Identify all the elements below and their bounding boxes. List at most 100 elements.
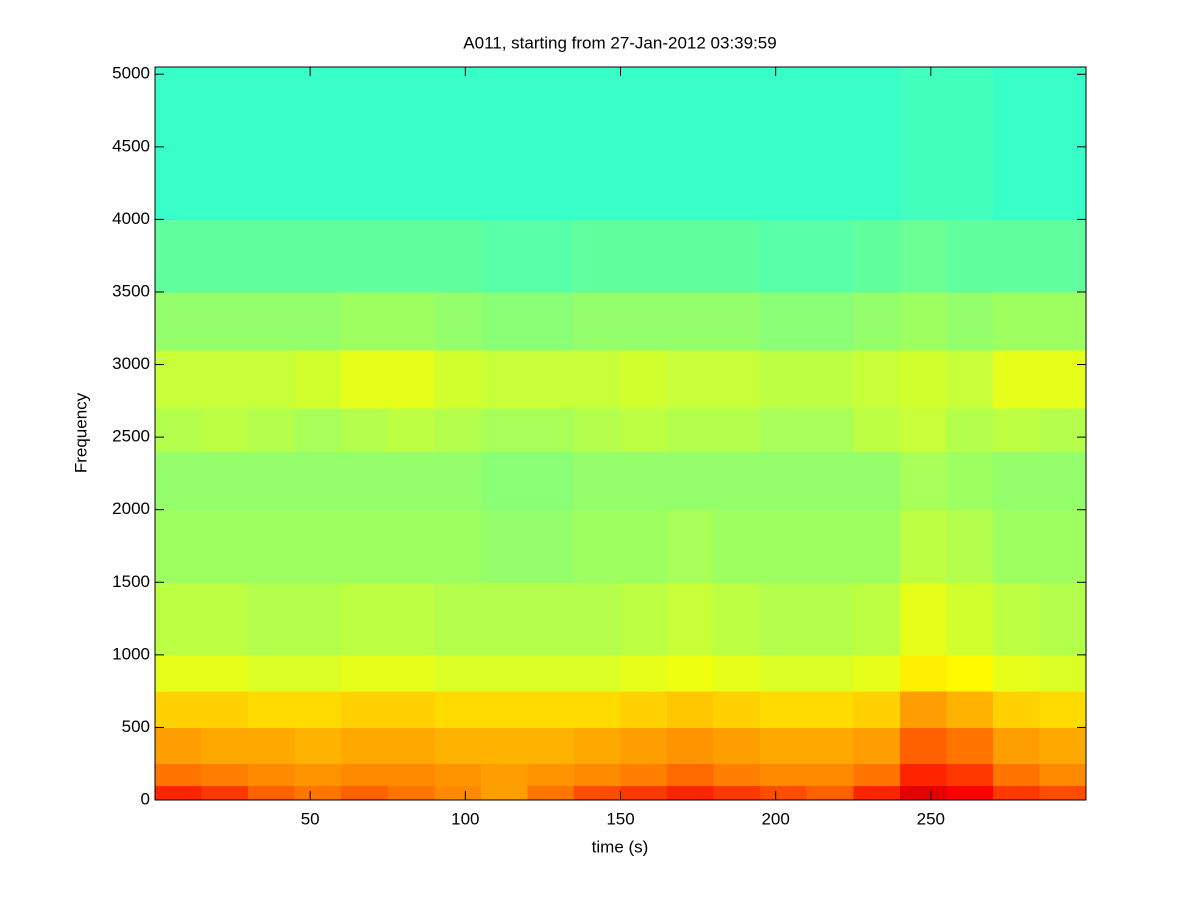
heatmap-cell — [480, 67, 528, 220]
heatmap-cell — [387, 691, 435, 728]
heatmap-cell — [434, 763, 482, 786]
heatmap-cell — [713, 451, 761, 511]
heatmap-cell — [248, 451, 296, 511]
heatmap-cell — [294, 451, 342, 511]
heatmap-cell — [853, 654, 901, 692]
heatmap-cell — [1039, 727, 1087, 765]
heatmap-cell — [899, 691, 947, 728]
heatmap-cell — [899, 654, 947, 692]
heatmap-cell — [760, 691, 808, 728]
heatmap-cell — [899, 582, 947, 656]
heatmap-cell — [527, 727, 575, 765]
heatmap-cell — [201, 691, 249, 728]
y-tick-label: 0 — [141, 789, 150, 808]
heatmap-cell — [480, 785, 528, 801]
heatmap-cell — [248, 582, 296, 656]
heatmap — [155, 67, 1087, 801]
heatmap-cell — [248, 509, 296, 583]
heatmap-cell — [527, 408, 575, 453]
heatmap-cell — [620, 451, 668, 511]
heatmap-cell — [667, 451, 715, 511]
heatmap-cell — [201, 763, 249, 786]
heatmap-cell — [155, 67, 203, 220]
y-tick-label: 4000 — [112, 209, 150, 228]
heatmap-cell — [341, 582, 389, 656]
heatmap-cell — [201, 408, 249, 453]
y-tick-label: 2000 — [112, 499, 150, 518]
heatmap-cell — [899, 350, 947, 409]
heatmap-cell — [713, 219, 761, 293]
heatmap-cell — [713, 350, 761, 409]
heatmap-cell — [480, 691, 528, 728]
heatmap-cell — [434, 291, 482, 351]
heatmap-cell — [341, 509, 389, 583]
heatmap-cell — [573, 67, 621, 220]
heatmap-cell — [248, 727, 296, 765]
heatmap-cell — [341, 785, 389, 801]
heatmap-cell — [946, 727, 994, 765]
heatmap-cell — [899, 451, 947, 511]
heatmap-cell — [201, 291, 249, 351]
heatmap-cell — [573, 451, 621, 511]
heatmap-cell — [573, 691, 621, 728]
heatmap-cell — [434, 785, 482, 801]
heatmap-cell — [155, 727, 203, 765]
y-tick-label: 4500 — [112, 136, 150, 155]
heatmap-cell — [899, 509, 947, 583]
heatmap-cell — [341, 408, 389, 453]
heatmap-cell — [434, 451, 482, 511]
heatmap-cell — [713, 691, 761, 728]
heatmap-cell — [899, 785, 947, 801]
heatmap-cell — [434, 408, 482, 453]
heatmap-cell — [480, 727, 528, 765]
heatmap-cell — [620, 582, 668, 656]
heatmap-cell — [387, 654, 435, 692]
heatmap-cell — [201, 785, 249, 801]
heatmap-cell — [387, 582, 435, 656]
x-tick-label: 200 — [761, 809, 789, 828]
heatmap-cell — [667, 291, 715, 351]
y-tick-label: 3500 — [112, 281, 150, 300]
heatmap-cell — [946, 350, 994, 409]
heatmap-cell — [667, 654, 715, 692]
heatmap-cell — [713, 727, 761, 765]
heatmap-cell — [946, 763, 994, 786]
heatmap-cell — [294, 727, 342, 765]
heatmap-cell — [294, 691, 342, 728]
heatmap-cell — [480, 509, 528, 583]
heatmap-cell — [201, 727, 249, 765]
heatmap-cell — [201, 350, 249, 409]
heatmap-cell — [434, 654, 482, 692]
heatmap-cell — [201, 654, 249, 692]
heatmap-cell — [248, 408, 296, 453]
heatmap-cell — [434, 727, 482, 765]
heatmap-cell — [946, 408, 994, 453]
heatmap-cell — [667, 785, 715, 801]
heatmap-cell — [527, 582, 575, 656]
heatmap-cell — [341, 350, 389, 409]
heatmap-cell — [527, 763, 575, 786]
heatmap-cell — [713, 785, 761, 801]
heatmap-cell — [946, 291, 994, 351]
heatmap-cell — [480, 582, 528, 656]
y-tick-label: 500 — [122, 717, 150, 736]
heatmap-cell — [434, 509, 482, 583]
heatmap-cell — [620, 67, 668, 220]
heatmap-cell — [201, 67, 249, 220]
heatmap-cell — [387, 67, 435, 220]
heatmap-cell — [806, 350, 854, 409]
heatmap-cell — [946, 219, 994, 293]
heatmap-cell — [760, 509, 808, 583]
heatmap-cell — [667, 350, 715, 409]
heatmap-cell — [527, 785, 575, 801]
heatmap-cell — [853, 408, 901, 453]
heatmap-cell — [294, 408, 342, 453]
heatmap-cell — [480, 763, 528, 786]
heatmap-cell — [527, 350, 575, 409]
heatmap-cell — [155, 654, 203, 692]
heatmap-cell — [248, 763, 296, 786]
heatmap-cell — [760, 219, 808, 293]
heatmap-cell — [899, 763, 947, 786]
heatmap-cell — [527, 291, 575, 351]
